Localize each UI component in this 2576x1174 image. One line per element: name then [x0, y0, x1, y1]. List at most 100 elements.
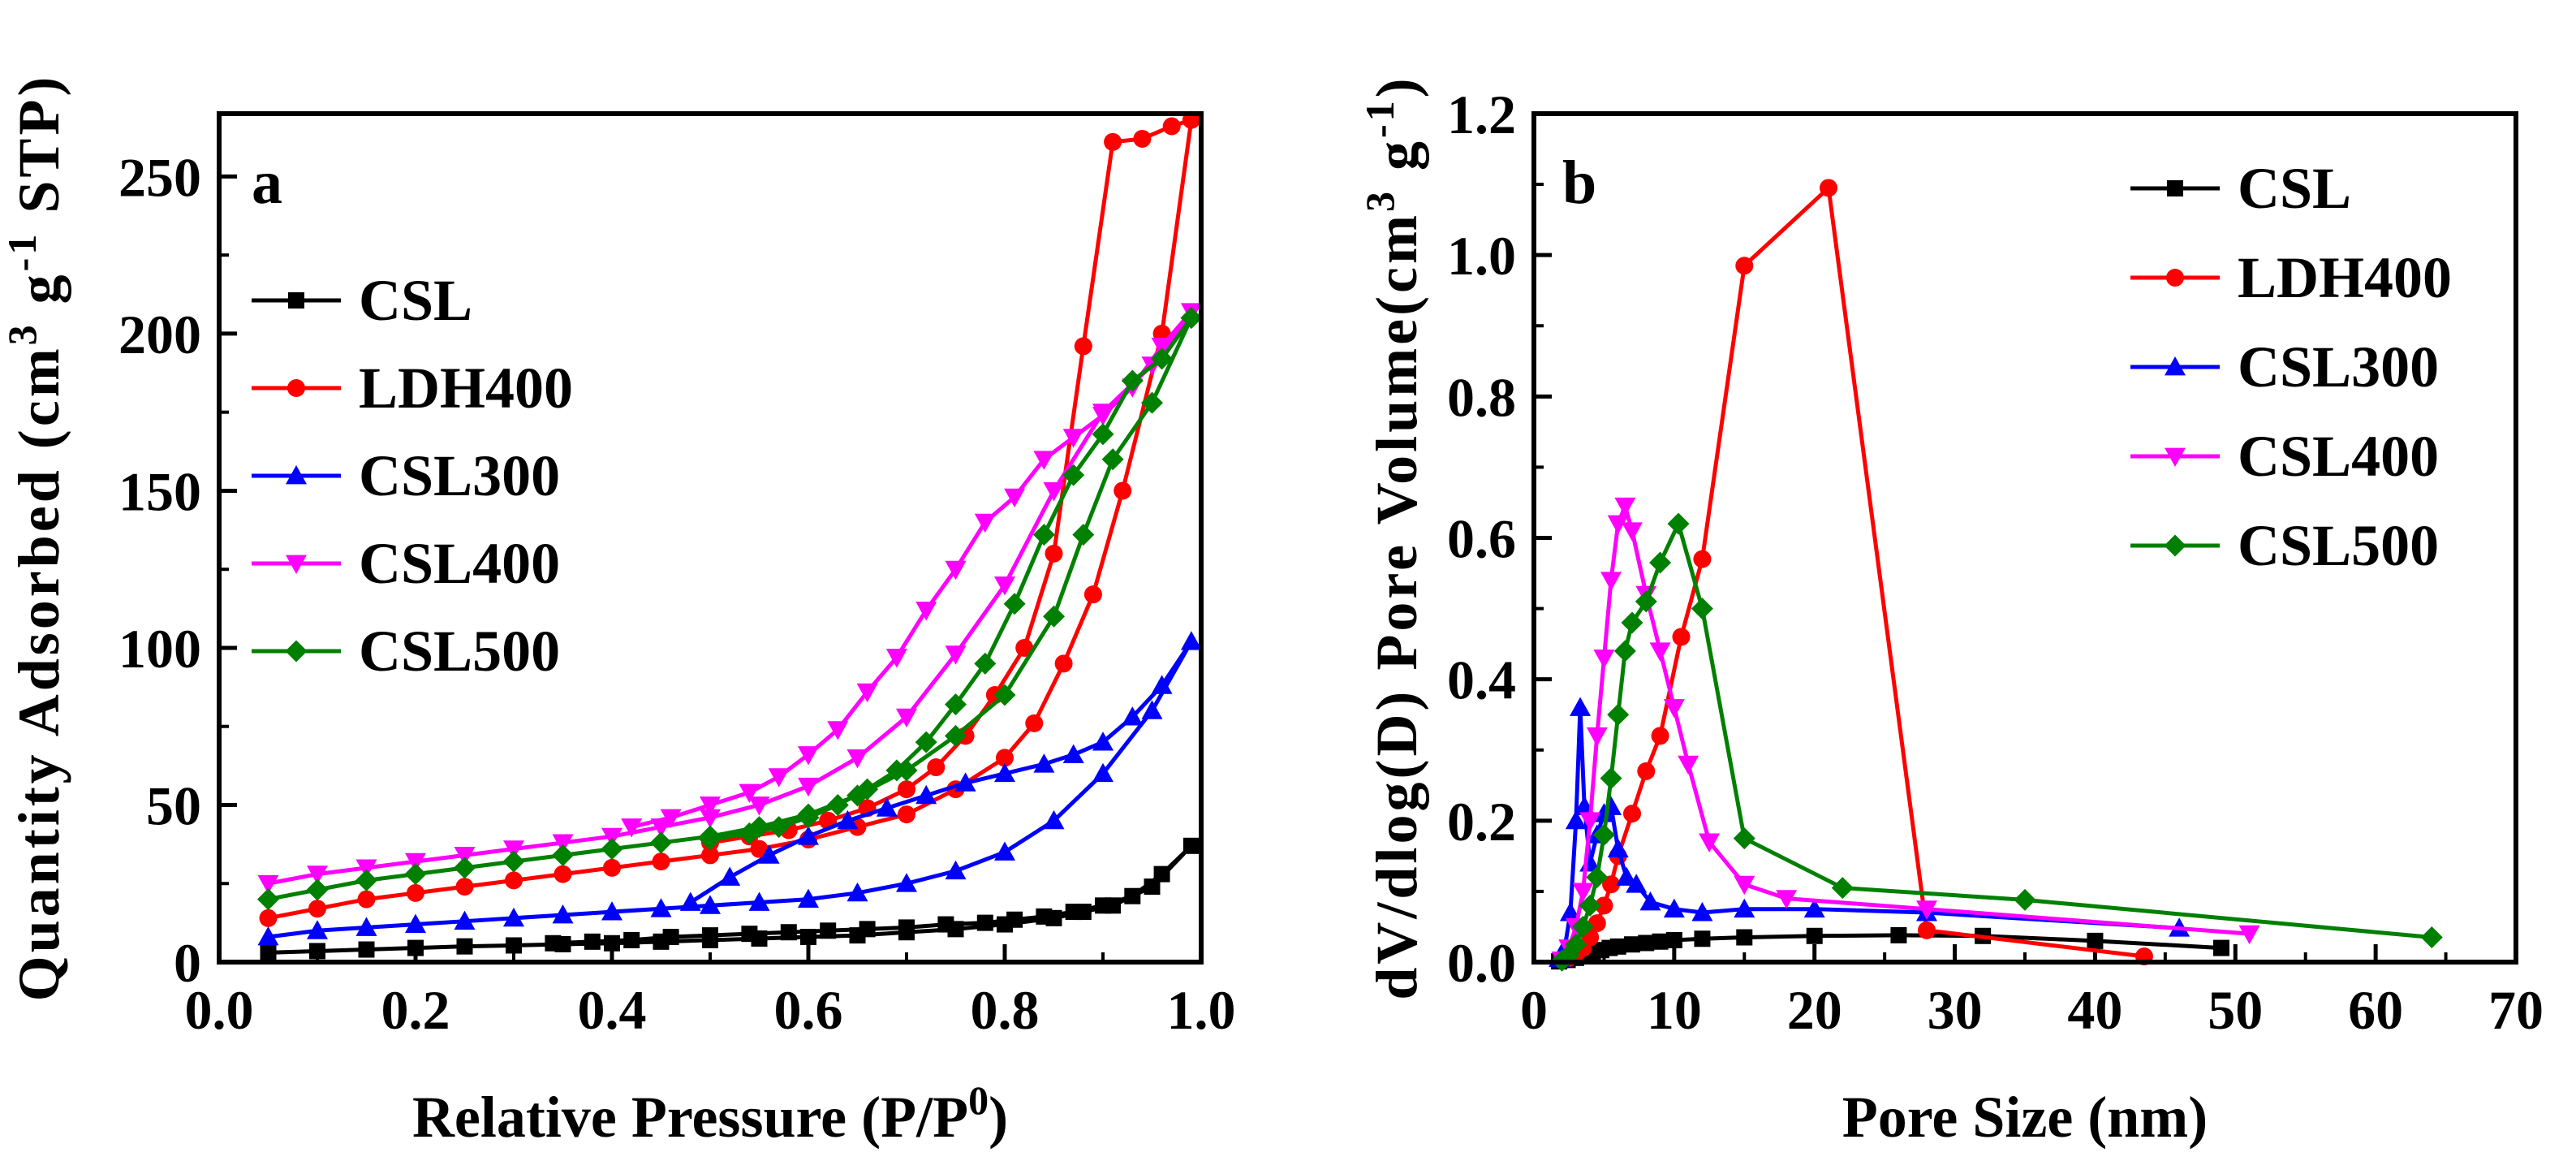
panel-a-ytick-label: 200 [118, 304, 201, 365]
data-point-csl300 [601, 901, 622, 921]
panel-b-xtick-label: 20 [1787, 979, 1842, 1041]
data-point-ldh400 [407, 883, 424, 902]
data-point-ldh400 [1820, 179, 1837, 197]
data-point-csl300 [798, 888, 819, 908]
data-point-csl [702, 927, 718, 944]
data-point-ldh400 [701, 846, 719, 865]
data-point-csl500 [1141, 391, 1163, 414]
data-point-ldh400 [357, 890, 376, 909]
data-point-csl300 [876, 797, 898, 817]
data-point-ldh400 [1083, 585, 1102, 604]
legend-label: CSL [2238, 156, 2351, 221]
data-point-csl500 [1043, 605, 1065, 628]
data-point-csl400 [974, 513, 996, 533]
data-point-csl400 [1600, 572, 1622, 591]
data-point-csl400 [1734, 875, 1755, 896]
panel-b-legend: CSL LDH400 CSL300 CSL400 CSL500 [2130, 156, 2452, 578]
panel-b-label: b [1562, 149, 1596, 217]
data-point-csl300 [748, 891, 770, 911]
data-point-csl500 [768, 816, 790, 839]
series-line-csl300 [268, 639, 1194, 939]
data-point-csl [260, 944, 277, 961]
data-point-csl300 [257, 926, 279, 946]
panel-b-ytick-label: 0.2 [1447, 791, 1516, 852]
data-point-csl400 [454, 847, 476, 866]
data-point-csl [859, 921, 876, 938]
data-point-ldh400 [750, 839, 769, 858]
data-point-csl500 [826, 793, 849, 816]
panel-a-xtick-label: 0.0 [185, 979, 254, 1041]
panel-a-ytick-label: 0 [174, 932, 201, 994]
legend-label: CSL400 [359, 531, 560, 596]
data-point-csl300 [679, 891, 701, 911]
panel-a-ytick-label: 50 [146, 775, 201, 836]
data-point-csl [976, 914, 993, 931]
data-point-csl500 [2420, 926, 2443, 949]
legend-label: CSL300 [359, 443, 560, 508]
data-point-csl [604, 934, 620, 952]
data-point-csl [662, 929, 679, 946]
panel-b-ytick-label: 0.6 [1447, 508, 1516, 570]
data-point-csl500 [915, 731, 937, 753]
data-point-csl500 [699, 828, 722, 851]
panel-a-ytick-label: 100 [118, 618, 201, 680]
data-point-csl400 [1663, 699, 1685, 719]
data-point-csl300 [1734, 898, 1755, 918]
data-point-csl500 [404, 863, 427, 886]
legend-entry-ldh400: LDH400 [2130, 245, 2452, 310]
data-point-csl [1144, 878, 1161, 896]
data-point-csl400 [748, 796, 770, 816]
data-point-csl300 [405, 913, 426, 933]
data-point-csl300 [1691, 902, 1713, 922]
legend-symbol [2130, 269, 2220, 287]
data-point-csl400 [1092, 407, 1114, 426]
data-point-ldh400 [1054, 654, 1073, 673]
data-point-csl300 [1151, 675, 1173, 694]
data-point-ldh400 [455, 878, 474, 896]
data-point-csl500 [355, 869, 377, 891]
data-point-csl500 [974, 652, 997, 675]
data-point-csl300 [954, 772, 976, 792]
data-point-csl300 [552, 904, 574, 924]
data-point-ldh400 [996, 749, 1014, 767]
data-point-ldh400 [505, 871, 523, 890]
data-point-ldh400 [1595, 896, 1613, 915]
data-point-csl400 [700, 809, 721, 828]
panel-a-xtick-label: 0.2 [381, 979, 450, 1041]
data-point-csl [1036, 908, 1053, 925]
panel-b-y-tick-labels: 0.0 0.2 0.4 0.6 0.8 1.0 1.2 [1447, 84, 1516, 994]
panel-a-xtick-label: 1.0 [1167, 979, 1236, 1041]
data-point-ldh400 [1114, 481, 1132, 500]
data-point-csl400 [739, 783, 760, 803]
data-point-csl400 [1622, 522, 1643, 542]
panel-a-chart: a 0 50 100 150 200 250 0.0 0.2 0.4 0.6 0… [0, 74, 1236, 1150]
data-point-csl [1182, 837, 1200, 854]
legend-label: CSL [359, 268, 472, 333]
data-point-csl500 [1592, 823, 1615, 846]
data-point-csl400 [885, 649, 907, 668]
panel-a-xtick-label: 0.4 [578, 979, 647, 1041]
data-point-csl500 [797, 806, 820, 829]
data-point-csl300 [758, 844, 780, 864]
data-point-csl400 [846, 749, 868, 769]
data-point-csl300 [945, 860, 967, 880]
legend-entry-csl400: CSL400 [2130, 424, 2439, 489]
panel-b-xtick-label: 50 [2208, 979, 2263, 1041]
data-point-csl400 [1043, 482, 1065, 502]
legend-marker [2166, 269, 2184, 287]
data-point-csl [1153, 865, 1170, 883]
panel-a-y-tick-labels: 0 50 100 150 200 250 [118, 146, 201, 994]
data-point-csl400 [896, 708, 917, 728]
data-point-csl [2087, 932, 2104, 949]
legend-entry-csl400: CSL400 [252, 531, 560, 596]
data-point-csl500 [1032, 524, 1055, 546]
data-point-csl300 [650, 898, 672, 917]
data-point-csl400 [1593, 650, 1615, 669]
data-point-csl500 [552, 844, 574, 866]
panel-b-x-tick-labels: 0 10 20 30 40 50 60 70 [1520, 979, 2544, 1041]
data-point-csl300 [503, 907, 524, 927]
legend-entry-csl: CSL [2130, 156, 2351, 221]
data-point-ldh400 [927, 758, 946, 777]
data-point-ldh400 [603, 858, 621, 877]
legend-entry-csl: CSL [252, 268, 472, 333]
